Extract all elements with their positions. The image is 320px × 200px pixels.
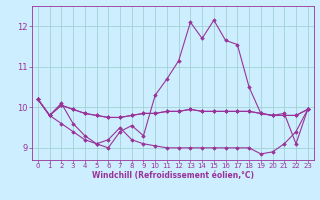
X-axis label: Windchill (Refroidissement éolien,°C): Windchill (Refroidissement éolien,°C)	[92, 171, 254, 180]
